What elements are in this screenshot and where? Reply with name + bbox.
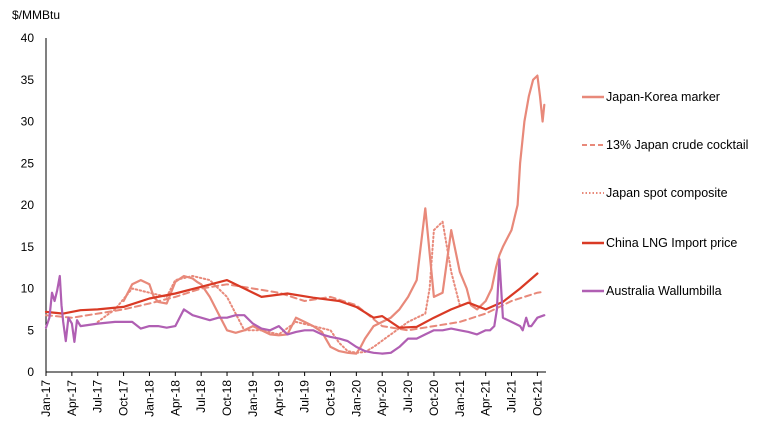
series-layer [44, 74, 546, 355]
y-tick-label: 10 [21, 282, 35, 296]
x-tick-label: Jul-18 [194, 380, 208, 413]
legend-label: Japan spot composite [606, 186, 728, 200]
y-tick-label: 20 [21, 198, 35, 212]
legend-item-australia-wallumbilla: Australia Wallumbilla [582, 284, 722, 298]
legend-item-japan-crude-cocktail: 13% Japan crude cocktail [582, 138, 748, 152]
x-tick-label: Apr-17 [65, 380, 79, 416]
y-tick-label: 0 [27, 365, 34, 379]
legend-label: 13% Japan crude cocktail [606, 138, 749, 152]
x-tick-label: Oct-18 [220, 380, 234, 416]
axes: 0 5 10 15 20 25 30 35 40 Jan-17 Apr-17 Jul-17 Oct-17… [21, 31, 546, 417]
x-tick-label: Jan-19 [246, 380, 260, 417]
y-tick-label: 15 [21, 240, 35, 254]
x-tick-label: Apr-18 [168, 380, 182, 416]
x-tick-label: Apr-21 [479, 380, 493, 416]
legend-label: Australia Wallumbilla [606, 284, 722, 298]
x-tick-label: Apr-20 [375, 380, 389, 416]
legend-swatch-solid-icon [582, 241, 604, 245]
x-tick-label: Oct-17 [117, 380, 131, 416]
x-tick-label: Jul-17 [91, 380, 105, 413]
x-tick-label: Jul-19 [298, 380, 312, 413]
series-line-13-japan-crude-cocktail [45, 283, 546, 332]
y-tick-label: 35 [21, 73, 35, 87]
x-tick-label: Jul-20 [401, 380, 415, 413]
series-line-japan-spot-composite [96, 220, 461, 354]
legend-swatch-solid-icon [582, 95, 604, 99]
legend-swatch-dotted-icon [582, 192, 604, 194]
series-line-australia-wallumbilla [44, 258, 546, 355]
legend-item-japan-korea-marker: Japan-Korea marker [582, 90, 720, 104]
x-tick-label: Jan-17 [39, 380, 53, 417]
y-tick-label: 30 [21, 115, 35, 129]
y-tick-label: 25 [21, 156, 35, 170]
series-line-japan-korea-marker [122, 74, 546, 355]
x-tick-label: Apr-19 [272, 380, 286, 416]
y-axis-label: $/MMBtu [12, 8, 60, 22]
legend-swatch-dashed-icon [582, 144, 604, 146]
legend-item-china-lng-import-price: China LNG Import price [582, 236, 737, 250]
x-tick-label: Jan-21 [453, 380, 467, 417]
legend-label: China LNG Import price [606, 236, 738, 250]
legend: Japan-Korea marker 13% Japan crude cockt… [582, 0, 768, 426]
series-line-china-lng-import-price [44, 272, 539, 329]
legend-swatch-solid-icon [582, 289, 604, 293]
x-tick-label: Jul-21 [505, 380, 519, 413]
y-tick-label: 40 [21, 31, 35, 45]
y-tick-label: 5 [27, 323, 34, 337]
legend-item-japan-spot-composite: Japan spot composite [582, 186, 728, 200]
legend-label: Japan-Korea marker [606, 90, 720, 104]
x-tick-label: Oct-20 [427, 380, 441, 416]
x-tick-label: Oct-21 [530, 380, 544, 416]
x-tick-label: Jan-20 [349, 380, 363, 417]
x-tick-label: Oct-19 [323, 380, 337, 416]
x-tick-label: Jan-18 [142, 380, 156, 417]
